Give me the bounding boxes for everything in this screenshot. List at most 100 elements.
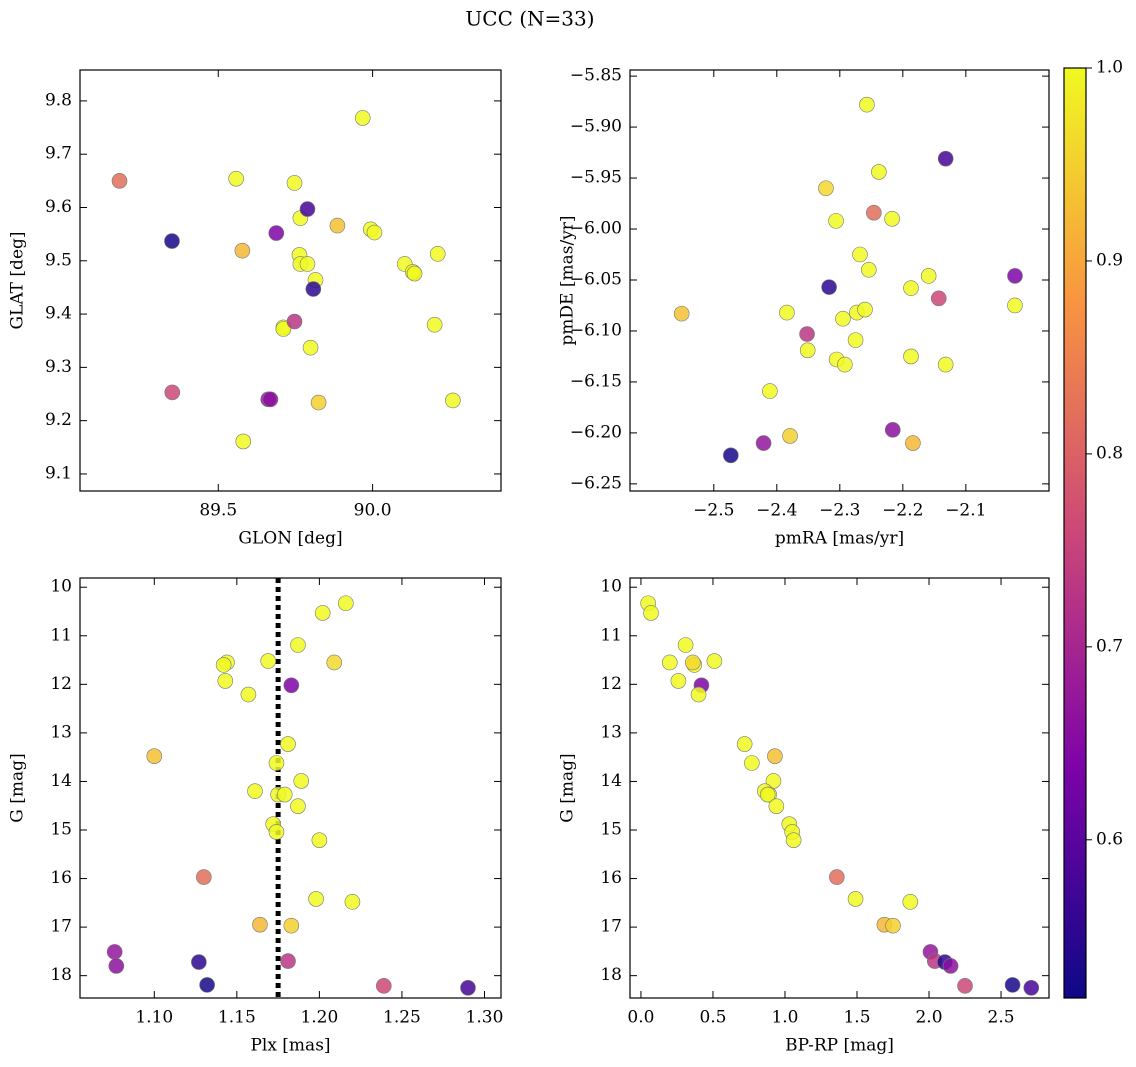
x-tick-label: −2.2 bbox=[882, 501, 923, 521]
y-tick-label: 14 bbox=[50, 771, 72, 791]
point bbox=[215, 657, 232, 673]
point bbox=[1023, 980, 1040, 996]
point bbox=[821, 279, 837, 295]
point bbox=[884, 422, 901, 438]
point bbox=[293, 773, 310, 789]
point bbox=[767, 748, 783, 764]
point bbox=[937, 356, 954, 373]
point bbox=[280, 953, 296, 969]
point bbox=[744, 755, 760, 771]
point bbox=[217, 673, 234, 689]
point bbox=[884, 211, 900, 227]
point bbox=[164, 384, 181, 401]
y-tick-label: 16 bbox=[600, 868, 622, 888]
x-tick-label: −2.4 bbox=[756, 501, 797, 521]
point bbox=[857, 301, 873, 318]
y-tick-label: 9.4 bbox=[45, 304, 72, 324]
point bbox=[799, 326, 815, 342]
point bbox=[146, 748, 163, 764]
y-tick-label: 9.8 bbox=[45, 90, 72, 110]
point bbox=[260, 653, 277, 669]
point bbox=[799, 342, 816, 359]
y-tick-label: 9.1 bbox=[45, 463, 72, 483]
point bbox=[661, 654, 678, 671]
y-axis-label: pmDE [mas/yr] bbox=[558, 215, 578, 345]
x-tick-label: 89.5 bbox=[199, 501, 237, 521]
y-tick-label: 16 bbox=[50, 868, 72, 888]
y-tick-label: 9.2 bbox=[45, 410, 72, 430]
point bbox=[299, 201, 316, 217]
point bbox=[755, 435, 772, 451]
point bbox=[283, 677, 300, 694]
y-tick-label: −6.00 bbox=[570, 219, 622, 239]
point bbox=[276, 786, 293, 803]
y-tick-label: 9.6 bbox=[45, 197, 72, 217]
x-tick-label: 1.15 bbox=[218, 1008, 256, 1028]
point bbox=[268, 755, 285, 771]
point bbox=[785, 832, 802, 848]
point bbox=[847, 332, 864, 348]
y-tick-label: 9.3 bbox=[45, 357, 72, 377]
point bbox=[736, 736, 753, 752]
x-tick-label: −2.5 bbox=[693, 501, 734, 521]
point bbox=[828, 213, 844, 229]
point bbox=[275, 321, 292, 337]
point bbox=[937, 150, 954, 167]
y-tick-label: 10 bbox=[600, 577, 622, 597]
point bbox=[866, 204, 882, 221]
y-tick-label: 13 bbox=[600, 722, 622, 742]
point bbox=[1007, 268, 1023, 284]
x-tick-label: 0.0 bbox=[627, 1008, 654, 1028]
point bbox=[677, 637, 694, 653]
point bbox=[835, 310, 851, 327]
y-tick-label: 11 bbox=[600, 625, 622, 645]
point bbox=[460, 980, 476, 996]
point bbox=[228, 170, 244, 187]
point bbox=[283, 917, 300, 934]
point bbox=[1004, 977, 1021, 993]
x-tick-label: 1.25 bbox=[383, 1008, 421, 1028]
point bbox=[829, 869, 845, 885]
point bbox=[366, 224, 383, 241]
y-axis-label: G [mag] bbox=[8, 753, 28, 822]
plot-frame bbox=[629, 69, 1050, 492]
y-tick-label: −6.15 bbox=[570, 371, 622, 391]
y-tick-label: 12 bbox=[600, 674, 622, 694]
point bbox=[314, 605, 331, 621]
point bbox=[429, 246, 446, 262]
colorbar-tick-label: 0.9 bbox=[1096, 250, 1123, 270]
x-axis-label: Plx [mas] bbox=[250, 1036, 330, 1056]
point bbox=[903, 280, 919, 296]
point bbox=[837, 356, 853, 373]
point bbox=[247, 783, 263, 799]
point bbox=[111, 173, 128, 189]
y-tick-label: −6.25 bbox=[570, 473, 622, 493]
point bbox=[354, 110, 371, 126]
point bbox=[338, 595, 354, 612]
y-tick-label: 15 bbox=[600, 820, 622, 840]
y-tick-label: 15 bbox=[50, 820, 72, 840]
point bbox=[268, 225, 285, 241]
y-tick-label: 18 bbox=[50, 965, 72, 985]
y-tick-label: 14 bbox=[600, 771, 622, 791]
point bbox=[290, 637, 306, 653]
point bbox=[308, 891, 324, 907]
colorbar-tick-label: 0.7 bbox=[1096, 636, 1123, 656]
x-axis-label: BP-RP [mag] bbox=[785, 1036, 894, 1056]
point bbox=[344, 894, 361, 910]
point bbox=[280, 736, 296, 752]
colorbar-tick-label: 0.8 bbox=[1096, 443, 1123, 463]
y-tick-label: −5.90 bbox=[570, 117, 622, 137]
point bbox=[311, 832, 328, 848]
point bbox=[164, 233, 180, 249]
plot-frame bbox=[79, 577, 502, 999]
y-tick-label: 13 bbox=[50, 722, 72, 742]
point bbox=[445, 392, 461, 409]
x-tick-label: −2.3 bbox=[819, 501, 860, 521]
point bbox=[252, 916, 268, 933]
y-tick-label: −6.05 bbox=[570, 269, 622, 289]
x-tick-label: 2.0 bbox=[915, 1008, 942, 1028]
point bbox=[779, 304, 795, 321]
plot-frame bbox=[629, 577, 1050, 999]
